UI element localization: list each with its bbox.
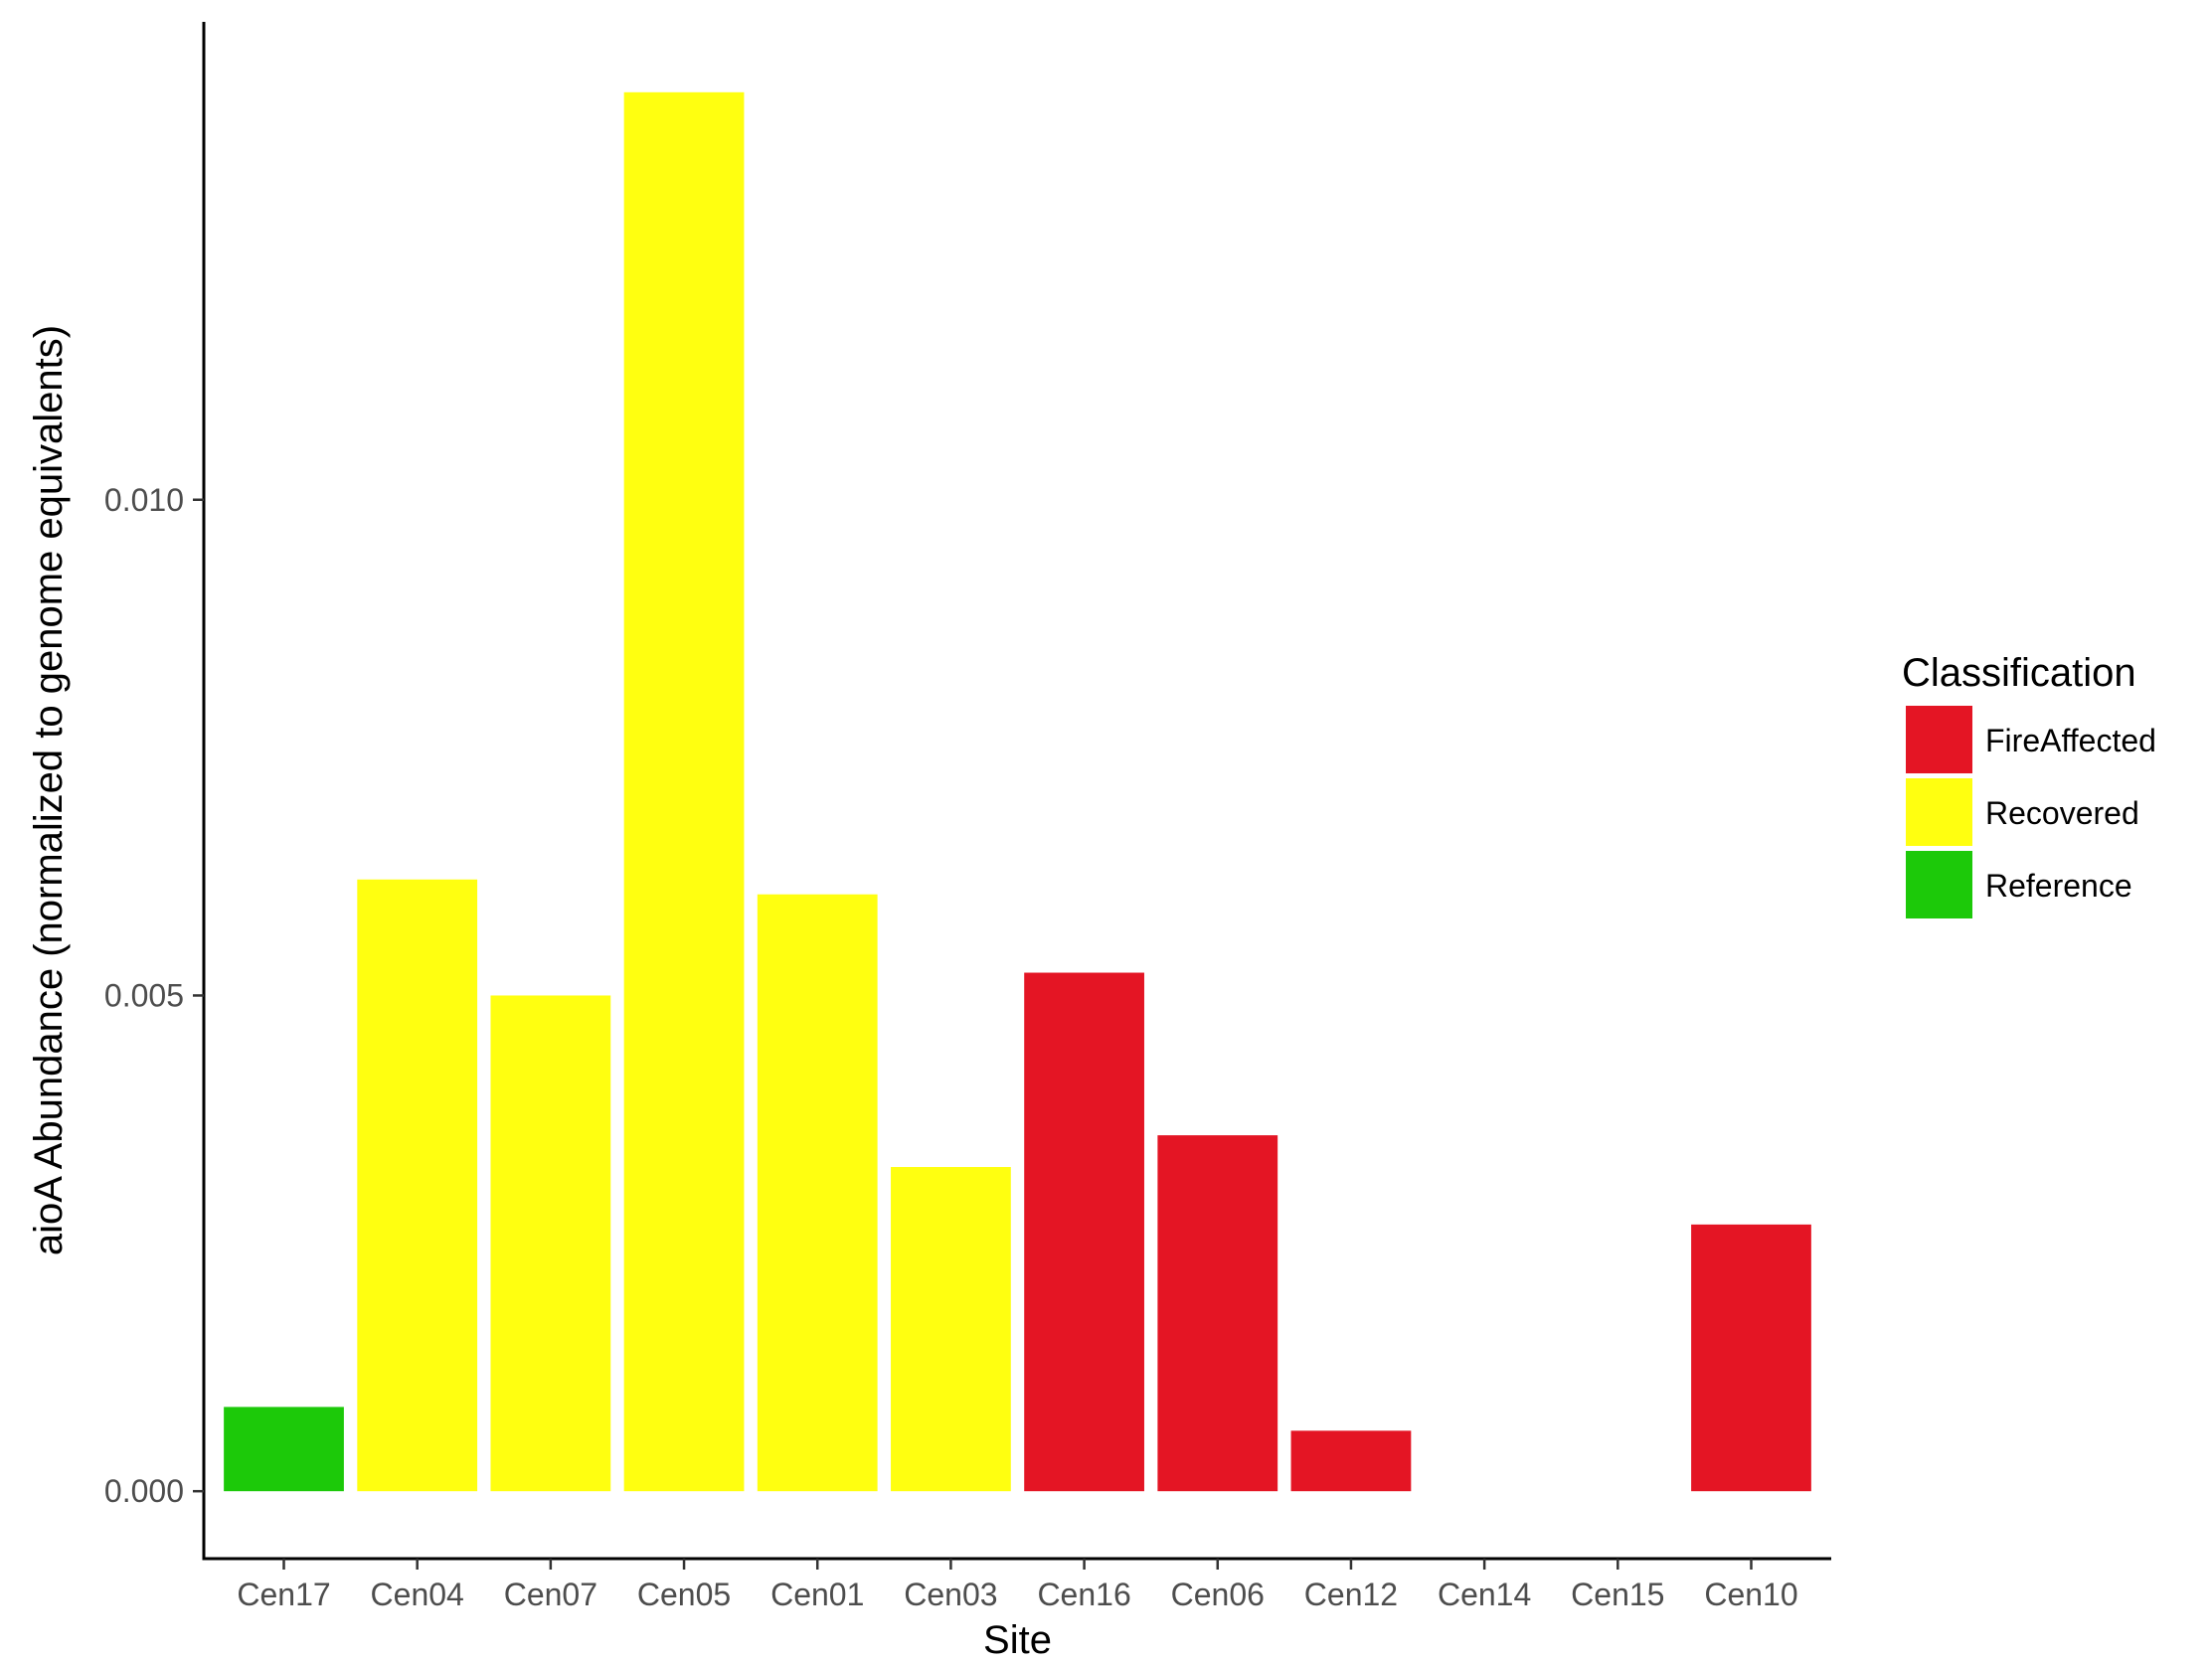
y-axis-title: aioA Abundance (normalized to genome equ… (27, 325, 71, 1255)
y-tick-label: 0.010 (104, 482, 184, 518)
bars-group (224, 91, 1811, 1492)
bar-Cen12 (1290, 1430, 1412, 1492)
bar-Cen06 (1157, 1135, 1278, 1492)
legend-items: FireAffected Recovered Reference (1906, 706, 2156, 918)
legend-title: Classification (1902, 651, 2136, 695)
y-ticks-group: 0.000 0.005 0.010 (104, 482, 204, 1509)
bar-Cen05 (623, 91, 745, 1492)
y-tick-label: 0.000 (104, 1473, 184, 1509)
legend-label: FireAffected (1985, 723, 2156, 758)
x-tick-label: Cen15 (1571, 1577, 1664, 1612)
bar-Cen01 (757, 894, 878, 1492)
y-tick-label: 0.005 (104, 977, 184, 1013)
x-tick-label: Cen03 (904, 1577, 997, 1612)
legend-label: Reference (1985, 868, 2132, 904)
bar-Cen07 (490, 995, 611, 1492)
x-tick-label: Cen05 (637, 1577, 731, 1612)
x-axis-title: Site (983, 1618, 1052, 1662)
x-ticks-group: Cen17 Cen04 Cen07 Cen05 Cen01 Cen03 Cen16 Cen06… (237, 1559, 1798, 1612)
bar-Cen17 (224, 1407, 344, 1492)
legend-key-FireAffected (1906, 706, 1972, 773)
legend-key-Reference (1906, 851, 1972, 918)
x-tick-label: Cen16 (1037, 1577, 1130, 1612)
x-tick-label: Cen12 (1304, 1577, 1398, 1612)
x-tick-label: Cen10 (1704, 1577, 1797, 1612)
x-tick-label: Cen17 (237, 1577, 330, 1612)
x-tick-label: Cen06 (1171, 1577, 1265, 1612)
bar-Cen16 (1024, 972, 1144, 1492)
legend-key-Recovered (1906, 778, 1972, 846)
x-tick-label: Cen07 (504, 1577, 597, 1612)
bar-Cen10 (1691, 1224, 1811, 1492)
x-tick-label: Cen01 (770, 1577, 864, 1612)
bar-Cen04 (357, 879, 478, 1492)
legend: Classification FireAffected Recovered Refe… (1902, 651, 2156, 918)
x-tick-label: Cen14 (1438, 1577, 1531, 1612)
legend-label: Recovered (1985, 795, 2139, 831)
x-tick-label: Cen04 (371, 1577, 464, 1612)
bar-Cen03 (891, 1167, 1011, 1492)
